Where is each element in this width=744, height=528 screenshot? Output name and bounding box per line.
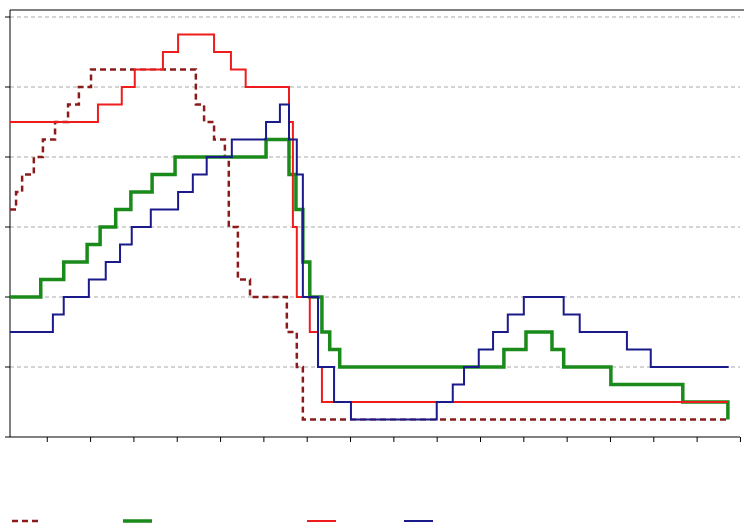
step-line: [10, 137, 730, 420]
step-line: [10, 68, 728, 421]
step-line: [10, 103, 729, 421]
step-line: [10, 33, 728, 403]
